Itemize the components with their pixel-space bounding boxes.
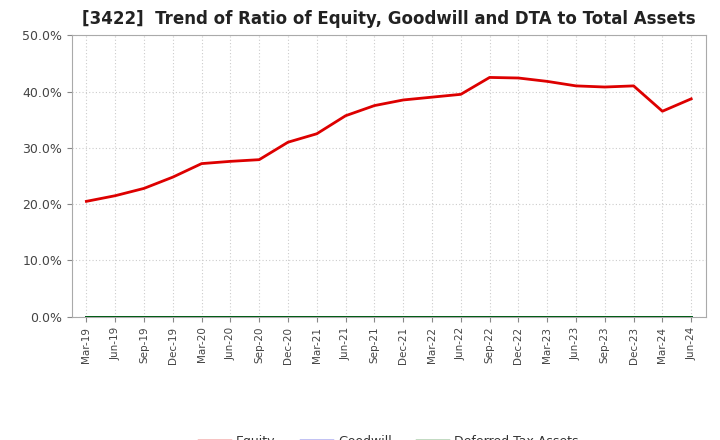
Legend: Equity, Goodwill, Deferred Tax Assets: Equity, Goodwill, Deferred Tax Assets [194, 430, 584, 440]
Title: [3422]  Trend of Ratio of Equity, Goodwill and DTA to Total Assets: [3422] Trend of Ratio of Equity, Goodwil… [82, 10, 696, 28]
